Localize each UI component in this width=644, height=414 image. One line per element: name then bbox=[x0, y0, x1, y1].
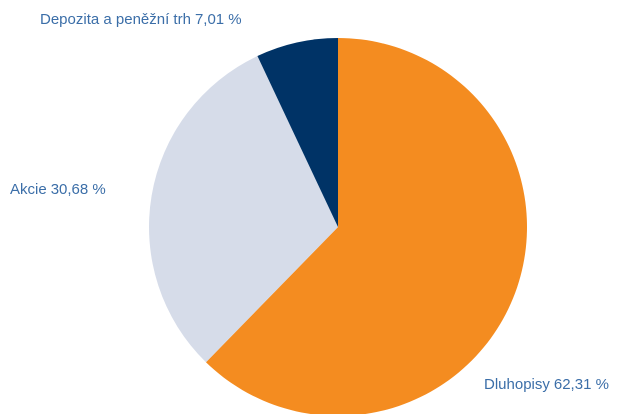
value-label: 62,31 % bbox=[554, 376, 609, 393]
category-name: Dluhopisy bbox=[484, 376, 550, 393]
value-label: 7,01 % bbox=[195, 11, 242, 28]
pie-slice bbox=[148, 56, 338, 363]
slice-label: Akcie 30,68 % bbox=[10, 181, 106, 198]
slice-label: Depozita a peněžní trh 7,01 % bbox=[40, 11, 242, 28]
pie-slice bbox=[205, 38, 527, 414]
category-name: Depozita a peněžní trh bbox=[40, 11, 191, 28]
pie-slice bbox=[257, 38, 338, 227]
slice-label: Dluhopisy 62,31 % bbox=[484, 376, 609, 393]
category-name: Akcie bbox=[10, 181, 47, 198]
value-label: 30,68 % bbox=[51, 181, 106, 198]
